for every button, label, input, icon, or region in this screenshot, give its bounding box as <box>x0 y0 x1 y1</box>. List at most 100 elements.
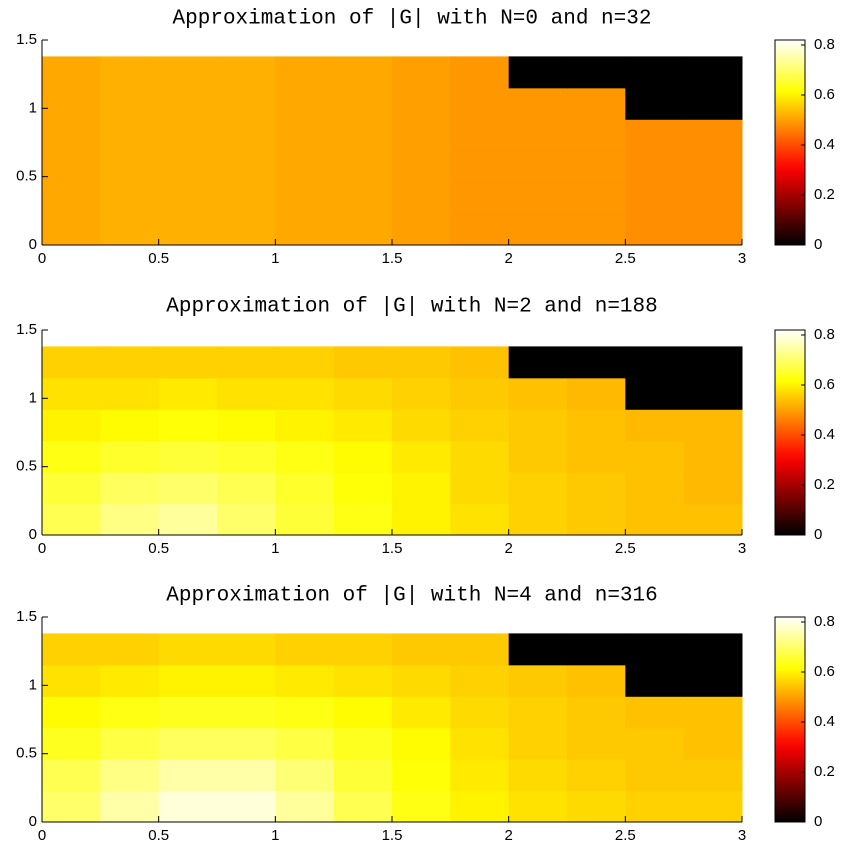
x-tick-label: 2 <box>504 827 512 844</box>
heatmap-cell <box>275 633 335 666</box>
heatmap-cell <box>508 87 568 120</box>
heatmap-cell <box>42 759 101 792</box>
heatmap-cell <box>625 56 685 89</box>
heatmap-cell <box>683 409 743 442</box>
heatmap-cell <box>567 759 626 792</box>
x-tick-label: 1 <box>271 827 279 844</box>
heatmap-cell <box>683 759 743 792</box>
heatmap-cell <box>42 409 101 442</box>
heatmap-cell <box>333 377 393 410</box>
heatmap-cell <box>683 213 743 246</box>
colorbar <box>774 616 806 823</box>
colorbar-tick-label: 0.4 <box>814 426 835 443</box>
heatmap-cell <box>158 346 218 379</box>
x-tick-label: 2 <box>504 250 512 267</box>
colorbar-tick-label: 0.6 <box>814 376 835 393</box>
heatmap-cell <box>508 150 568 183</box>
heatmap-cell <box>217 727 276 760</box>
colorbar-tick-label: 0.6 <box>814 86 835 103</box>
heatmap-cell <box>275 440 335 473</box>
heatmap-cell <box>508 727 568 760</box>
heatmap-cell <box>100 503 160 536</box>
heatmap-cell <box>217 409 276 442</box>
heatmap-cell <box>683 182 743 215</box>
heatmap-cell <box>450 759 510 792</box>
heatmap-cell <box>158 503 218 536</box>
colorbar-tick-label: 0.4 <box>814 713 835 730</box>
heatmap-cell <box>217 87 276 120</box>
colorbar <box>774 39 806 246</box>
heatmap-cell <box>508 790 568 823</box>
heatmap-cell <box>567 346 626 379</box>
heatmap-cell <box>275 377 335 410</box>
heatmap-cell <box>683 56 743 89</box>
heatmap-cell <box>217 182 276 215</box>
heatmap-cell <box>450 87 510 120</box>
heatmap-cell <box>392 213 451 246</box>
heatmap-cell <box>683 119 743 152</box>
heatmap-cell <box>158 664 218 697</box>
x-tick-label: 0.5 <box>148 250 169 267</box>
heatmap-cell <box>275 503 335 536</box>
heatmap-cell <box>392 503 451 536</box>
heatmap-cell <box>333 409 393 442</box>
heatmap-cell <box>333 213 393 246</box>
colorbar-tick-label: 0.8 <box>814 613 835 630</box>
y-tick-label: 1.5 <box>16 31 37 48</box>
heatmap-cell <box>508 696 568 729</box>
heatmap-cell <box>217 377 276 410</box>
heatmap-cell <box>275 346 335 379</box>
colorbar-tick-label: 0.2 <box>814 763 835 780</box>
colorbar-tick-label: 0.2 <box>814 186 835 203</box>
heatmap-cell <box>567 664 626 697</box>
colorbar-tick-label: 0.2 <box>814 476 835 493</box>
y-tick-label: 1 <box>29 676 37 693</box>
colorbar-tick-label: 0 <box>814 813 822 830</box>
heatmap-cell <box>100 633 160 666</box>
heatmap-cell <box>158 150 218 183</box>
heatmap-cell <box>625 472 685 505</box>
heatmap-cell <box>683 696 743 729</box>
heatmap-cell <box>392 790 451 823</box>
x-tick-label: 2 <box>504 540 512 557</box>
heatmap-cell <box>450 664 510 697</box>
heatmap-cell <box>683 790 743 823</box>
heatmap-cell <box>217 440 276 473</box>
heatmap-cell <box>450 213 510 246</box>
heatmap-cell <box>158 790 218 823</box>
heatmap-cell <box>392 759 451 792</box>
heatmap-cell <box>625 346 685 379</box>
heatmap-cell <box>567 790 626 823</box>
heatmap-cell <box>42 150 101 183</box>
heatmap-cell <box>567 727 626 760</box>
heatmap-cell <box>158 119 218 152</box>
y-tick-label: 0.5 <box>16 745 37 762</box>
heatmap-cell <box>158 182 218 215</box>
heatmap-cell <box>275 790 335 823</box>
heatmap-cell <box>333 790 393 823</box>
heatmap-cell <box>450 633 510 666</box>
heatmap-cell <box>625 727 685 760</box>
heatmap-cell <box>625 182 685 215</box>
heatmap-cell <box>158 472 218 505</box>
y-tick-label: 0 <box>29 236 37 253</box>
heatmap-cell <box>333 87 393 120</box>
heatmap-cell <box>100 150 160 183</box>
chart-title: Approximation of |G| with N=2 and n=188 <box>166 296 657 319</box>
heatmap-cell <box>567 409 626 442</box>
heatmap-cell <box>275 759 335 792</box>
heatmap-cell <box>100 696 160 729</box>
heatmap-cell <box>42 87 101 120</box>
colorbar-tick-label: 0 <box>814 526 822 543</box>
heatmap-cell <box>567 213 626 246</box>
heatmap-cell <box>567 633 626 666</box>
heatmap-cell <box>100 440 160 473</box>
heatmap-cell <box>100 790 160 823</box>
colorbar-tick-label: 0 <box>814 236 822 253</box>
heatmap-cell <box>333 346 393 379</box>
heatmap-cell <box>158 213 218 246</box>
heatmap-cell <box>42 664 101 697</box>
heatmap-cell <box>217 472 276 505</box>
heatmap-cell <box>625 759 685 792</box>
heatmap-cell <box>42 472 101 505</box>
